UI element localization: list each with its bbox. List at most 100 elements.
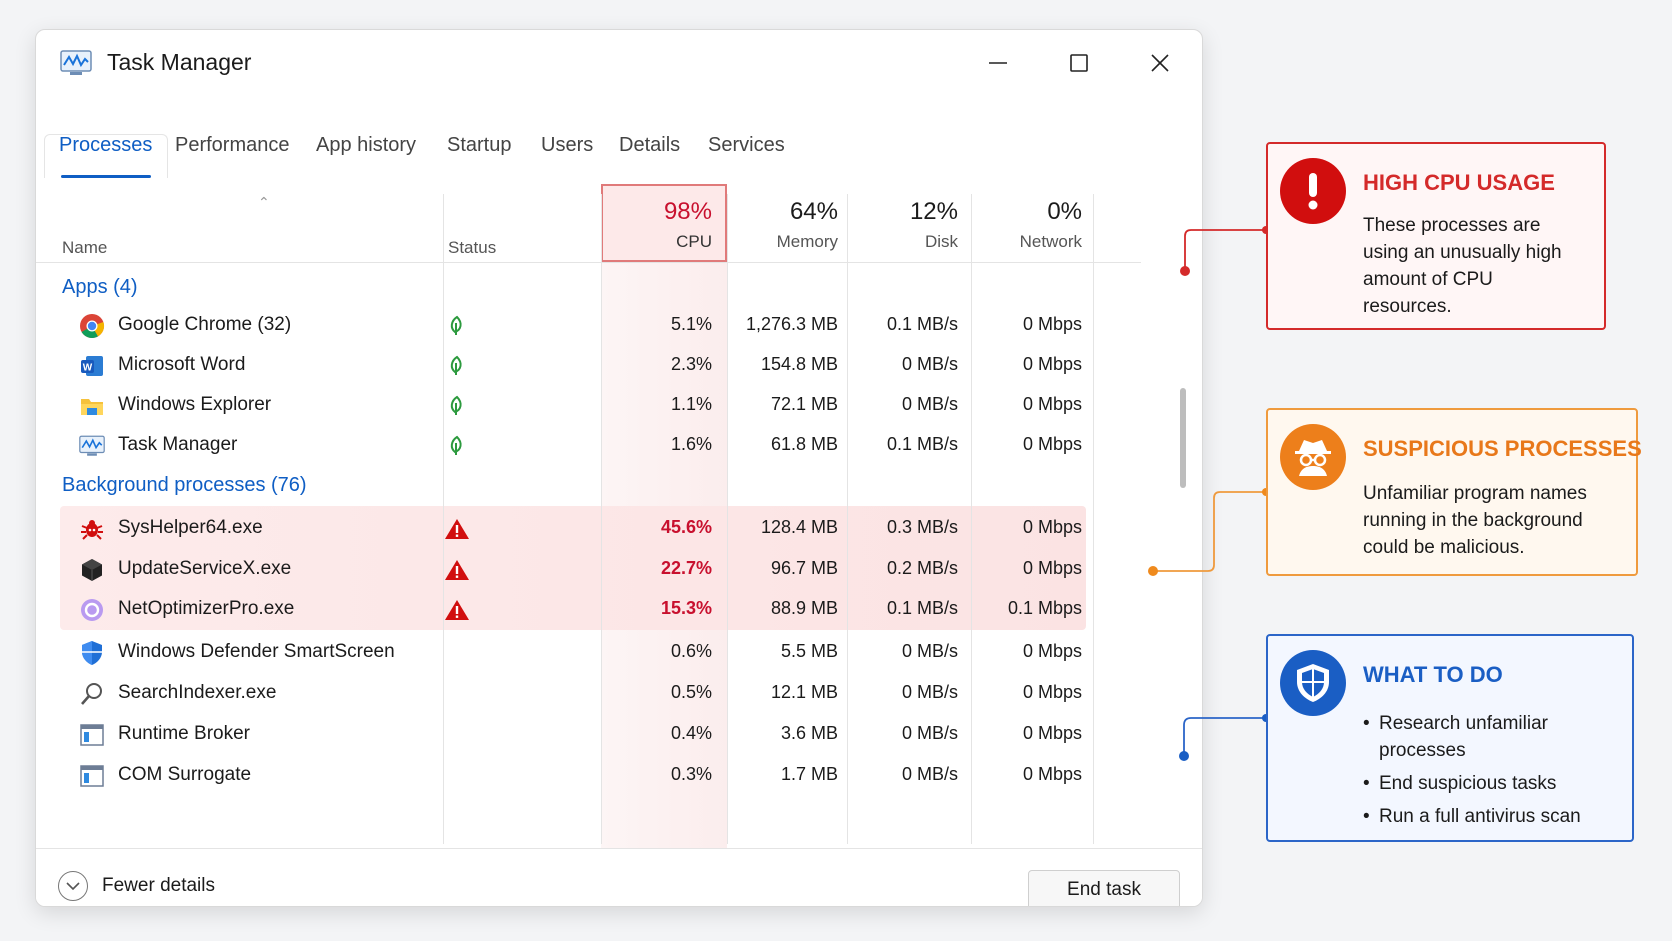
chevron-down-icon [66, 882, 80, 891]
leaf-icon [443, 312, 471, 340]
memory-value: 72.1 MB [770, 394, 838, 414]
cpu-value: 1.6% [670, 434, 712, 454]
cpu-value: 2.3% [670, 354, 712, 374]
disk-value: 0 MB/s [901, 682, 958, 702]
process-row[interactable]: Task Manager 1.6% 61.8 MB 0.1 MB/s 0 Mbp… [36, 426, 1141, 466]
process-row[interactable]: SearchIndexer.exe 0.5% 12.1 MB 0 MB/s 0 … [36, 674, 1141, 714]
disk-total: 12% [909, 198, 958, 225]
list-item: End suspicious tasks [1363, 770, 1623, 797]
cpu-value: 0.5% [670, 682, 712, 702]
column-header-memory[interactable]: 64% Memory [727, 198, 838, 252]
footer-bar: Fewer details End task [36, 848, 1202, 906]
memory-value: 61.8 MB [770, 434, 838, 454]
close-button[interactable] [1138, 44, 1182, 82]
tab-details[interactable]: Details [619, 134, 681, 156]
process-row-suspicious[interactable]: SysHelper64.exe 45.6% 128.4 MB 0.3 MB/s … [36, 509, 1141, 549]
cpu-label: CPU [676, 232, 712, 251]
process-name: SearchIndexer.exe [118, 682, 277, 703]
svg-text:W: W [83, 363, 93, 374]
tab-performance[interactable]: Performance [175, 134, 290, 156]
cpu-value: 5.1% [670, 314, 712, 334]
task-manager-icon [60, 50, 92, 75]
memory-value: 96.7 MB [770, 558, 838, 578]
shield-icon [1280, 650, 1346, 716]
memory-value: 1.7 MB [780, 764, 838, 784]
callout-what-to-do: WHAT TO DO Research unfamiliar processes… [1266, 634, 1634, 842]
memory-value: 12.1 MB [770, 682, 838, 702]
window-icon [78, 762, 106, 790]
chrome-icon [78, 312, 106, 340]
tab-startup[interactable]: Startup [447, 134, 512, 156]
process-row[interactable]: Windows Defender SmartScreen 0.6% 5.5 MB… [36, 633, 1141, 673]
title-bar: Task Manager [36, 30, 1202, 94]
maximize-button[interactable] [1057, 44, 1101, 82]
memory-value: 1,276.3 MB [745, 314, 838, 334]
callout-suspicious: SUSPICIOUS PROCESSES Unfamiliar program … [1266, 408, 1642, 576]
process-row[interactable]: W Microsoft Word 2.3% 154.8 MB 0 MB/s 0 … [36, 346, 1141, 386]
header-divider [36, 262, 1141, 263]
tab-bar: Processes Performance App history Startu… [44, 104, 1194, 178]
process-name: SysHelper64.exe [118, 517, 263, 538]
process-row[interactable]: Runtime Broker 0.4% 3.6 MB 0 MB/s 0 Mbps [36, 715, 1141, 755]
minimize-button[interactable] [976, 44, 1020, 82]
disk-value: 0 MB/s [901, 723, 958, 743]
memory-value: 3.6 MB [780, 723, 838, 743]
leaf-icon [443, 432, 471, 460]
column-header-name[interactable]: Name [62, 238, 108, 257]
list-item: Research unfamiliar processes [1363, 710, 1623, 764]
column-divider [601, 194, 602, 844]
task-manager-window: Task Manager Processes Performance App h… [35, 29, 1203, 907]
process-row[interactable]: Google Chrome (32) 5.1% 1,276.3 MB 0.1 M… [36, 306, 1141, 346]
leaf-icon [443, 392, 471, 420]
network-value: 0 Mbps [1022, 682, 1082, 702]
column-header-disk[interactable]: 12% Disk [847, 198, 958, 252]
callout-title: HIGH CPU USAGE [1363, 170, 1555, 195]
callout-title: WHAT TO DO [1363, 662, 1503, 687]
group-apps[interactable]: Apps (4) [62, 276, 138, 298]
tab-services[interactable]: Services [708, 134, 785, 156]
disk-value: 0.3 MB/s [886, 517, 958, 537]
network-value: 0 Mbps [1022, 517, 1082, 537]
disk-value: 0.1 MB/s [886, 314, 958, 334]
memory-value: 5.5 MB [780, 641, 838, 661]
disk-value: 0.1 MB/s [886, 434, 958, 454]
memory-total: 64% [789, 198, 838, 225]
suspicious-rows-highlight [60, 506, 1086, 630]
folder-icon [78, 392, 106, 420]
disk-label: Disk [924, 232, 958, 251]
active-tab-background [44, 134, 168, 178]
disk-value: 0 MB/s [901, 354, 958, 374]
fewer-details-link[interactable]: Fewer details [102, 875, 215, 896]
disk-value: 0 MB/s [901, 641, 958, 661]
window-icon [78, 721, 106, 749]
process-row-suspicious[interactable]: UpdateServiceX.exe 22.7% 96.7 MB 0.2 MB/… [36, 550, 1141, 590]
shield-icon [78, 639, 106, 667]
disk-value: 0 MB/s [901, 764, 958, 784]
disk-value: 0 MB/s [901, 394, 958, 414]
scrollbar-thumb[interactable] [1180, 388, 1186, 488]
process-row-suspicious[interactable]: NetOptimizerPro.exe 15.3% 88.9 MB 0.1 MB… [36, 590, 1141, 630]
group-background[interactable]: Background processes (76) [62, 474, 307, 496]
process-row[interactable]: Windows Explorer 1.1% 72.1 MB 0 MB/s 0 M… [36, 386, 1141, 426]
column-divider [1093, 194, 1094, 844]
column-divider [727, 194, 728, 844]
column-header-network[interactable]: 0% Network [971, 198, 1082, 252]
end-task-button[interactable]: End task [1028, 870, 1180, 906]
tab-users[interactable]: Users [541, 134, 594, 156]
callout-body: These processes are using an unusually h… [1363, 215, 1562, 317]
column-header-status[interactable]: Status [448, 238, 497, 257]
network-value: 0 Mbps [1022, 723, 1082, 743]
leaf-icon [443, 352, 471, 380]
process-name: Runtime Broker [118, 723, 250, 744]
tab-app-history[interactable]: App history [316, 134, 417, 156]
tab-processes[interactable]: Processes [59, 134, 153, 156]
cpu-value: 1.1% [670, 394, 712, 414]
process-row[interactable]: COM Surrogate 0.3% 1.7 MB 0 MB/s 0 Mbps [36, 756, 1141, 796]
column-header-cpu[interactable]: 98% CPU [601, 198, 712, 252]
fewer-details-toggle[interactable] [58, 871, 88, 901]
column-divider [443, 194, 444, 844]
search-icon [78, 680, 106, 708]
memory-value: 128.4 MB [760, 517, 838, 537]
cpu-value: 0.4% [670, 723, 712, 743]
sort-caret-icon[interactable]: ⌃ [258, 194, 270, 210]
